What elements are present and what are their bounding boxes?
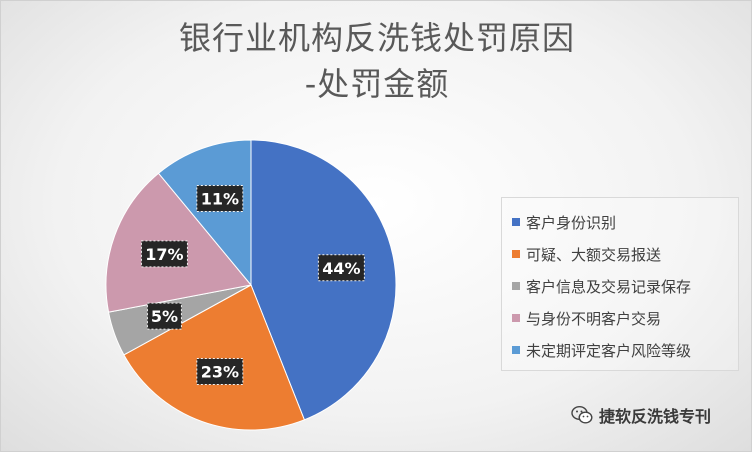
legend-item-3: 客户信息及交易记录保存 xyxy=(512,270,738,302)
legend: 客户身份识别可疑、大额交易报送客户信息及交易记录保存 与身份不明客户交易未定期评定… xyxy=(501,197,739,371)
legend-item-5: 未定期评定客户风险等级 xyxy=(512,334,738,366)
legend-item-2: 可疑、大额交易报送 xyxy=(512,238,738,270)
legend-swatch xyxy=(512,250,520,258)
legend-label: 未定期评定客户风险等级 xyxy=(526,341,692,360)
data-label-2: 23% xyxy=(196,358,244,386)
legend-swatch xyxy=(512,282,520,290)
data-label-text-1: 44% xyxy=(322,259,360,278)
pie-slice-2 xyxy=(123,284,306,431)
data-label-3: 5% xyxy=(146,302,182,330)
legend-swatch xyxy=(512,314,520,322)
legend-label: 客户信息及交易记录保存 xyxy=(526,277,692,296)
data-label-1: 44% xyxy=(317,254,365,282)
legend-label: 可疑、大额交易报送 xyxy=(526,245,662,264)
data-label-4: 17% xyxy=(140,240,188,268)
data-label-text-2: 23% xyxy=(201,363,239,382)
pie-slice-5 xyxy=(157,139,252,287)
data-label-text-3: 5% xyxy=(151,307,178,326)
data-label-5: 11% xyxy=(196,184,244,212)
watermark: 捷软反洗钱专刊 xyxy=(571,403,711,427)
chart-title-line2: -处罚金额 xyxy=(304,65,450,103)
chart-title: 银行业机构反洗钱处罚原因 -处罚金额 xyxy=(1,15,752,107)
legend-item-4: 与身份不明客户交易 xyxy=(512,302,738,334)
watermark-text: 捷软反洗钱专刊 xyxy=(599,407,712,426)
legend-label: 客户身份识别 xyxy=(526,213,617,232)
legend-label: 与身份不明客户交易 xyxy=(526,309,662,328)
legend-item-1: 客户身份识别 xyxy=(512,206,738,238)
legend-swatch xyxy=(512,346,520,354)
chart-title-line1: 银行业机构反洗钱处罚原因 xyxy=(178,19,575,57)
legend-swatch xyxy=(512,218,520,226)
data-label-text-5: 11% xyxy=(201,189,239,208)
data-label-text-4: 17% xyxy=(145,245,183,264)
wechat-icon xyxy=(571,405,593,424)
